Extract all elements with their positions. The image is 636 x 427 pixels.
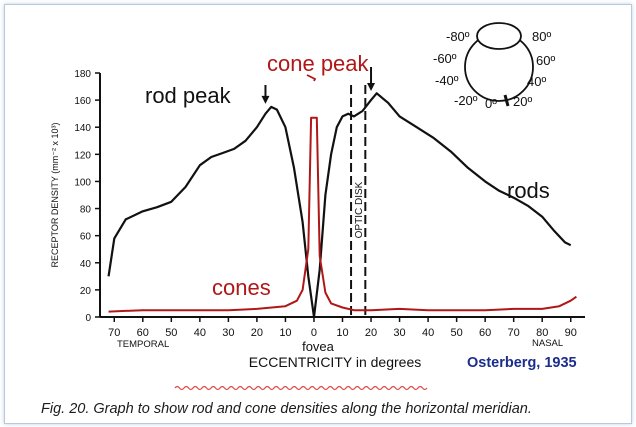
x-tick-label: 50 (450, 327, 462, 339)
eye-lens (476, 22, 522, 50)
x-axis: 70 60 50 40 30 20 10 0 10 20 30 40 50 60 70 80 90 (100, 316, 585, 339)
y-tick-label: 40 (80, 259, 92, 270)
rod-peak-arrowhead (261, 95, 270, 104)
temporal-label: TEMPORAL (117, 339, 169, 350)
x-tick-label: 30 (393, 327, 405, 339)
eye-label-0: 0º (485, 96, 497, 111)
x-tick-label: 0 (311, 327, 317, 339)
x-tick-label: 70 (508, 327, 520, 339)
eye-label-neg40: -40º (435, 73, 459, 88)
fovea-label: fovea (302, 339, 335, 354)
y-tick-label: 20 (80, 286, 92, 297)
eye-label-20: 20º (513, 94, 532, 109)
x-tick-label: 70 (108, 327, 120, 339)
nasal-peak-arrowhead (367, 83, 376, 91)
x-tick-label: 80 (536, 327, 548, 339)
cones-label: cones (212, 275, 271, 300)
eye-label-80: 80º (532, 29, 551, 44)
series-line-cones (108, 116, 577, 313)
credit-label: Osterberg, 1935 (467, 355, 577, 371)
eye-diagram: -80º 80º -60º 60º -40º 40º -20º 0º 20º (433, 22, 555, 111)
nasal-label: NASAL (532, 338, 563, 349)
cone-peak-pointer (306, 74, 317, 82)
x-tick-label: 40 (194, 327, 206, 339)
x-axis-label: ECCENTRICITY in degrees (249, 354, 421, 370)
y-axis-label: RECEPTOR DENSITY (mm⁻² x 10³) (50, 123, 60, 268)
eye-label-neg80: -80º (446, 29, 470, 44)
decorative-squiggle (174, 385, 428, 391)
eye-label-60: 60º (536, 53, 555, 68)
y-tick-label: 0 (85, 313, 91, 324)
eye-label-40: 40º (527, 74, 546, 89)
eye-label-neg20: -20º (454, 93, 478, 108)
x-tick-label: 90 (565, 327, 577, 339)
x-tick-label: 10 (279, 327, 291, 339)
x-tick-label: 30 (222, 327, 234, 339)
rod-peak-label: rod peak (145, 83, 232, 108)
y-axis: 0 20 40 60 80 100 120 140 160 180 (74, 69, 101, 324)
y-tick-label: 60 (80, 232, 92, 243)
figure-caption: Fig. 20. Graph to show rod and cone dens… (41, 401, 532, 417)
x-tick-label: 20 (251, 327, 263, 339)
figure-frame: 0 20 40 60 80 100 120 140 160 180 70 60 50 40 30 20 10 0… (4, 4, 632, 424)
optic-disk-label: OPTIC DISK (354, 181, 365, 238)
x-tick-label: 60 (479, 327, 491, 339)
x-tick-label: 10 (336, 327, 348, 339)
rods-label: rods (507, 178, 550, 203)
y-tick-label: 160 (74, 96, 91, 107)
x-tick-label: 40 (422, 327, 434, 339)
eye-label-neg60: -60º (433, 51, 457, 66)
y-tick-label: 140 (74, 123, 91, 134)
x-tick-label: 50 (165, 327, 177, 339)
y-tick-label: 180 (74, 69, 91, 80)
eye-meridian-marker (503, 94, 510, 107)
cone-peak-label: cone peak (267, 51, 370, 76)
y-tick-label: 120 (74, 150, 91, 161)
x-tick-label: 60 (137, 327, 149, 339)
series-line-rods (107, 92, 572, 319)
x-tick-label: 20 (365, 327, 377, 339)
y-tick-label: 100 (74, 177, 91, 188)
y-tick-label: 80 (80, 205, 92, 216)
